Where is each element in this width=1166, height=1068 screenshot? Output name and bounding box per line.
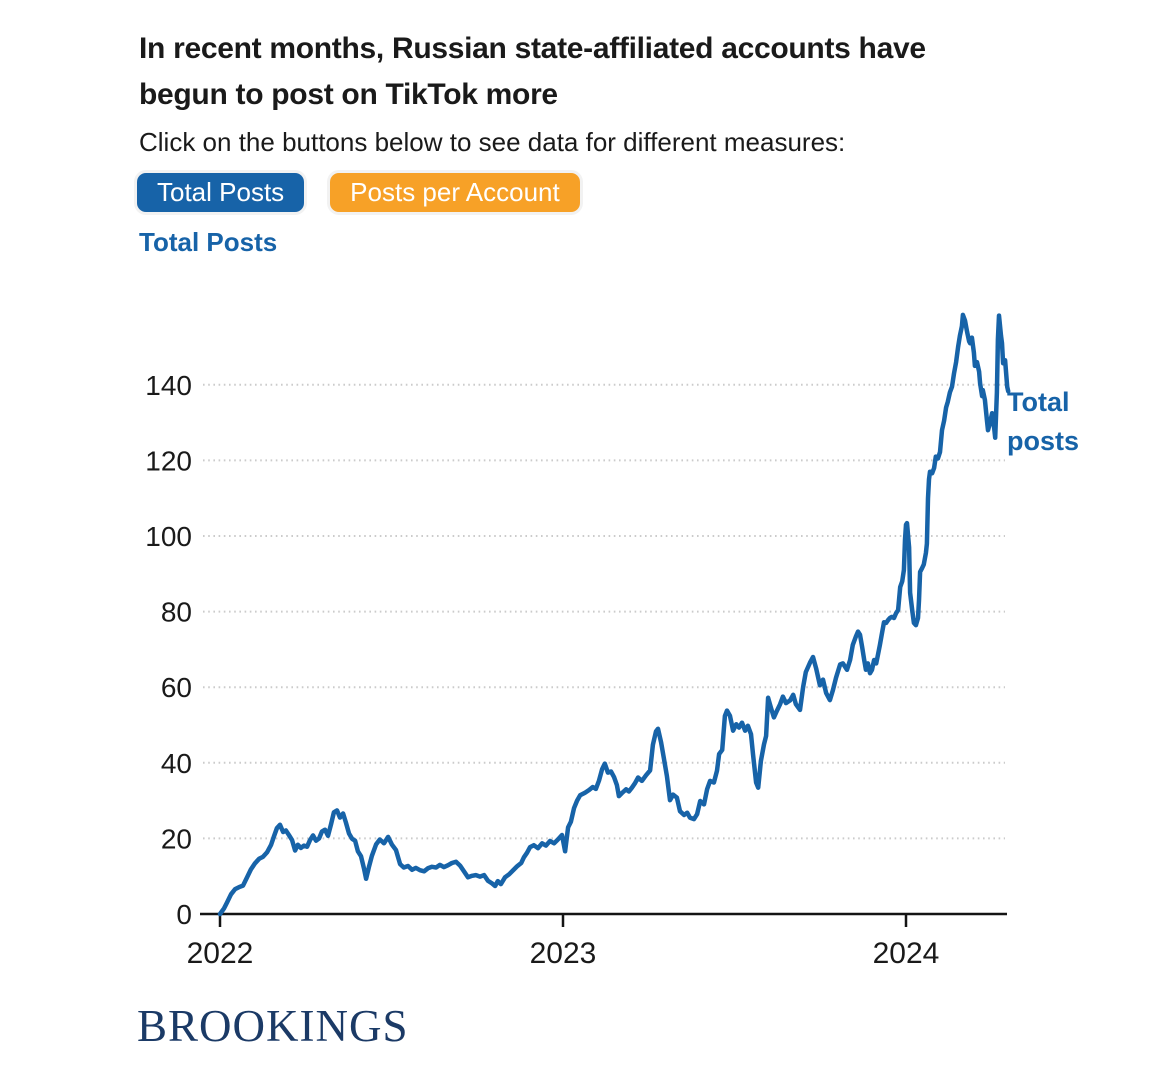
measure-button-row: Total Posts Posts per Account — [137, 173, 580, 212]
brookings-logo: BROOKINGS — [137, 1001, 409, 1051]
y-tick-label: 80 — [161, 597, 192, 628]
x-tick-label: 2022 — [187, 937, 254, 970]
chart-heading: Total Posts — [139, 227, 278, 257]
series-line — [217, 312, 1011, 917]
subtitle: Click on the buttons below to see data f… — [139, 127, 846, 157]
y-tick-label: 100 — [145, 521, 192, 552]
y-tick-label: 140 — [145, 370, 192, 401]
y-tick-label: 20 — [161, 823, 192, 854]
title-line-1: In recent months, Russian state-affiliat… — [139, 32, 926, 65]
total-posts-button[interactable]: Total Posts — [137, 173, 305, 212]
title-line-2: begun to post on TikTok more — [139, 78, 558, 111]
page-title: In recent months, Russian state-affiliat… — [139, 26, 1139, 118]
y-tick-label: 120 — [145, 445, 192, 476]
x-tick-label: 2023 — [530, 937, 597, 970]
y-tick-label: 40 — [161, 748, 192, 779]
x-tick-label: 2024 — [873, 937, 940, 970]
series-label: Total posts — [1007, 387, 1080, 456]
y-tick-label: 60 — [161, 672, 192, 703]
y-tick-label: 0 — [176, 899, 192, 930]
posts-per-account-button[interactable]: Posts per Account — [330, 173, 580, 212]
